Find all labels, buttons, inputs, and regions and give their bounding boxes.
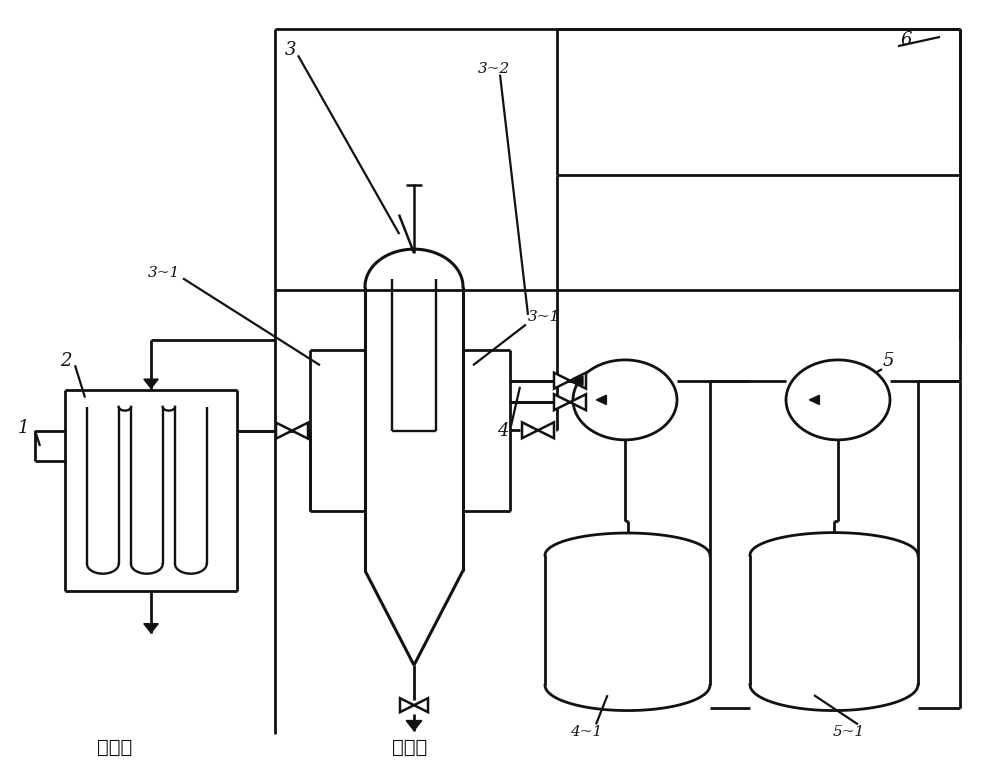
Polygon shape [596, 395, 606, 404]
Polygon shape [406, 721, 422, 731]
Text: 金刚石: 金刚石 [392, 738, 428, 757]
Circle shape [573, 360, 677, 440]
Polygon shape [292, 423, 308, 438]
Polygon shape [573, 376, 583, 385]
Text: 3~1: 3~1 [528, 310, 560, 324]
Text: 1: 1 [18, 418, 30, 437]
Text: 3~1: 3~1 [148, 266, 180, 280]
Polygon shape [570, 373, 586, 388]
Polygon shape [144, 624, 158, 633]
Text: 5~1: 5~1 [833, 725, 865, 739]
Polygon shape [570, 394, 586, 410]
Polygon shape [276, 423, 292, 438]
Polygon shape [538, 422, 554, 438]
Text: 2: 2 [60, 352, 72, 371]
Polygon shape [522, 422, 538, 438]
Text: 5: 5 [883, 352, 895, 371]
Text: 6: 6 [900, 31, 912, 49]
Polygon shape [414, 698, 428, 712]
Text: 3~2: 3~2 [478, 62, 510, 76]
Polygon shape [400, 698, 414, 712]
Text: 去分离: 去分离 [97, 738, 133, 757]
Polygon shape [144, 379, 158, 388]
Text: 4~1: 4~1 [570, 725, 602, 739]
Polygon shape [554, 373, 570, 388]
Text: 3: 3 [285, 41, 296, 59]
Circle shape [786, 360, 890, 440]
Polygon shape [554, 394, 570, 410]
Polygon shape [809, 395, 819, 404]
Text: 4: 4 [497, 421, 509, 440]
